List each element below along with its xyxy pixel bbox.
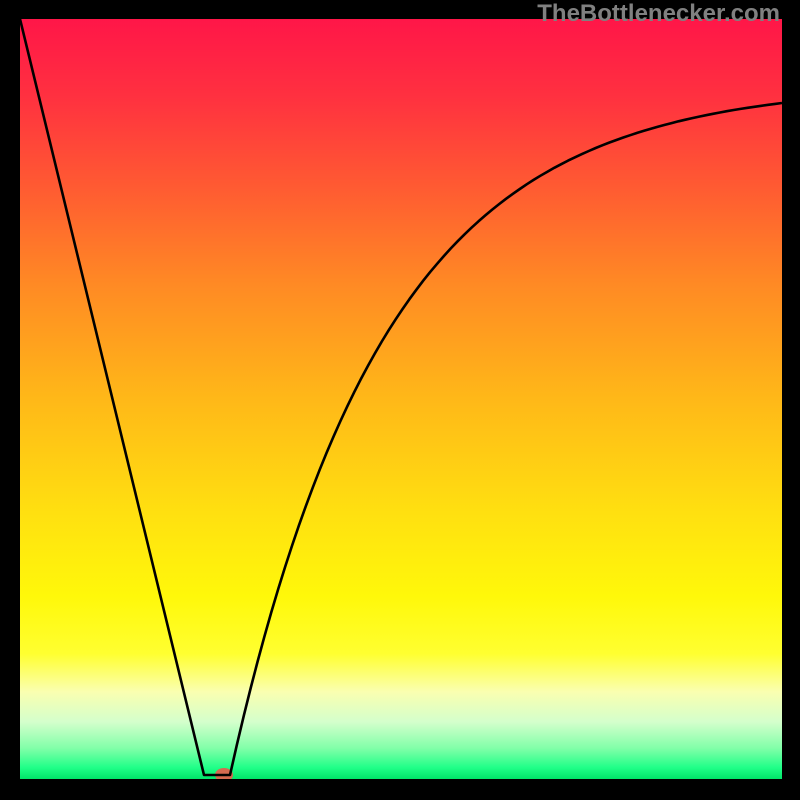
watermark-text: TheBottlenecker.com <box>537 0 780 28</box>
plot-svg <box>20 19 782 779</box>
gradient-background <box>20 19 782 779</box>
plot-area <box>20 19 782 779</box>
chart-frame: TheBottlenecker.com <box>0 0 800 800</box>
